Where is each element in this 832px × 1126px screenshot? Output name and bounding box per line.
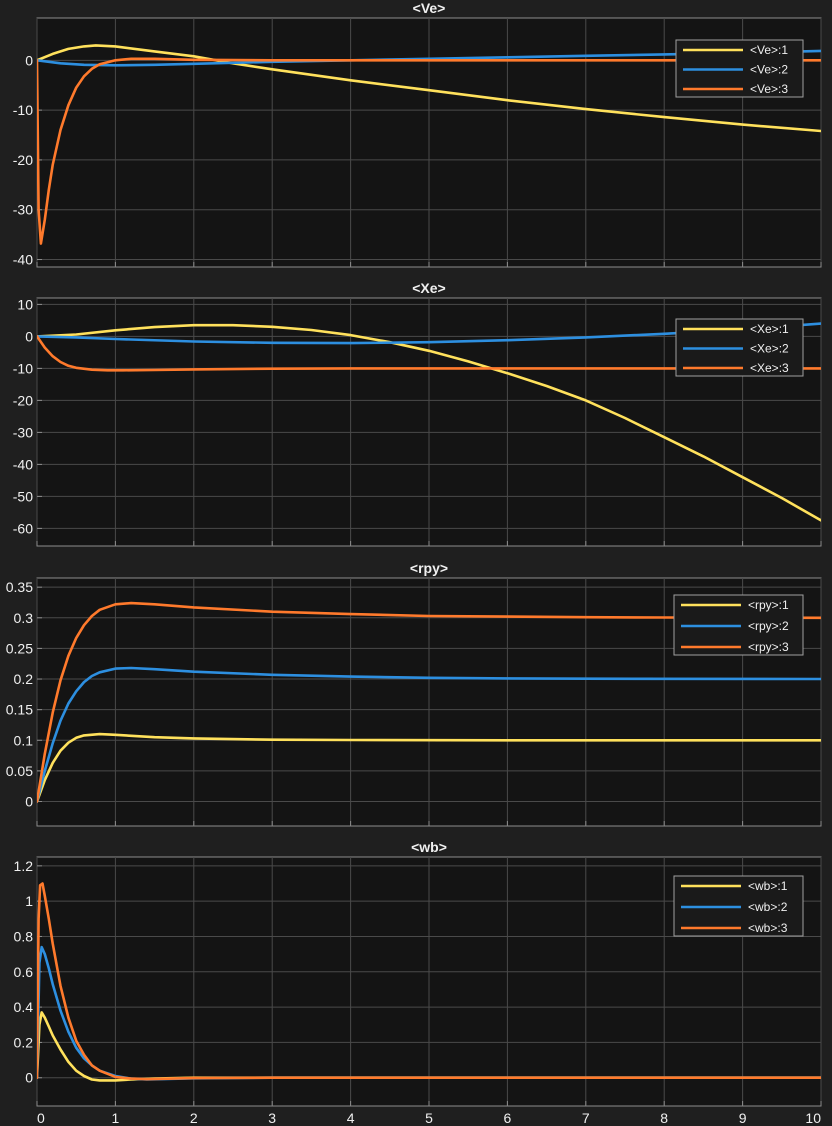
subplot-4: <wb>0 1 2 3 4 5 6 7 8 9 1000.20.40.60.811.2<wb>:1<… bbox=[14, 839, 822, 1126]
legend: <rpy>:1 <rpy>:2 <rpy>:3 bbox=[673, 594, 804, 656]
legend-label-2: <Ve>:2 bbox=[750, 63, 788, 77]
y-tick-label: 0.6 bbox=[14, 964, 34, 980]
subplot-1: <Ve> -40 -30 -20 -10 0 <Ve>:1 <Ve>:2 <Ve>:3 bbox=[13, 0, 822, 268]
subplot-title: <Ve> bbox=[413, 0, 446, 16]
y-tick-label: -10 bbox=[13, 102, 33, 118]
y-tick-label: 10 bbox=[17, 296, 33, 312]
y-tick-label: 0.2 bbox=[14, 1034, 34, 1050]
subplot-2: <Xe>-60-50-40-30-20-10010<Xe>:1<Xe>:2<Xe… bbox=[13, 280, 822, 547]
y-tick-label: -60 bbox=[13, 520, 33, 536]
legend-label-3: <rpy>:3 bbox=[748, 640, 789, 654]
legend: <Xe>:1 <Xe>:2 <Xe>:3 bbox=[675, 318, 804, 377]
y-tick-label: -20 bbox=[13, 392, 33, 408]
legend-label-1: <Ve>:1 bbox=[750, 43, 788, 57]
y-tick-label: 0.2 bbox=[14, 671, 34, 687]
series-line-1 bbox=[37, 732, 821, 803]
legend-label-2: <rpy>:2 bbox=[748, 619, 789, 633]
y-tick-label: 1 bbox=[25, 893, 33, 909]
y-tick-label: -30 bbox=[13, 202, 33, 218]
legend: <wb>:1 <wb>:2 <wb>:3 bbox=[673, 875, 804, 937]
y-tick-label: 0 bbox=[25, 794, 33, 810]
x-tick-label: 1 bbox=[112, 1110, 120, 1126]
y-tick-label: 0.15 bbox=[6, 702, 33, 718]
y-tick-label: -10 bbox=[13, 360, 33, 376]
subplot-3: <rpy>00.050.10.150.20.250.30.35<rpy>:1<r… bbox=[6, 560, 822, 827]
y-tick-label: 0.25 bbox=[6, 640, 33, 656]
series-line-3 bbox=[37, 57, 821, 245]
legend: <Ve>:1 <Ve>:2 <Ve>:3 bbox=[675, 39, 804, 98]
y-tick-label: 0.05 bbox=[6, 763, 33, 779]
series-line-1 bbox=[37, 323, 821, 522]
y-tick-label: 0.4 bbox=[14, 999, 34, 1015]
legend-label-3: <Ve>:3 bbox=[750, 82, 788, 96]
y-tick-label: -30 bbox=[13, 424, 33, 440]
x-tick-label: 5 bbox=[425, 1110, 433, 1126]
y-tick-label: 0.3 bbox=[14, 610, 34, 626]
legend-label-3: <Xe>:3 bbox=[750, 361, 789, 375]
y-tick-label: 0.35 bbox=[6, 579, 33, 595]
y-tick-label: -40 bbox=[13, 456, 33, 472]
legend-label-1: <wb>:1 bbox=[748, 879, 788, 893]
x-tick-label: 3 bbox=[268, 1110, 276, 1126]
y-tick-label: 0.8 bbox=[14, 928, 34, 944]
x-tick-label: 2 bbox=[190, 1110, 198, 1126]
subplot-title: <rpy> bbox=[410, 560, 448, 576]
y-tick-label: -20 bbox=[13, 152, 33, 168]
legend-label-1: <rpy>:1 bbox=[748, 598, 789, 612]
x-tick-label: 9 bbox=[739, 1110, 747, 1126]
series-line-3 bbox=[37, 601, 821, 803]
x-tick-label: 8 bbox=[660, 1110, 668, 1126]
y-tick-label: -40 bbox=[13, 252, 33, 268]
legend-label-2: <Xe>:2 bbox=[750, 342, 789, 356]
x-tick-label: 6 bbox=[504, 1110, 512, 1126]
x-tick-label: 4 bbox=[347, 1110, 355, 1126]
y-tick-label: 0 bbox=[25, 328, 33, 344]
legend-label-3: <wb>:3 bbox=[748, 921, 788, 935]
x-tick-label: 0 bbox=[37, 1110, 45, 1126]
legend-label-1: <Xe>:1 bbox=[750, 322, 789, 336]
series-line-3 bbox=[37, 335, 821, 372]
y-tick-label: 1.2 bbox=[14, 858, 34, 874]
y-tick-label: -50 bbox=[13, 488, 33, 504]
y-tick-label: 0 bbox=[25, 1070, 33, 1086]
series-line-3 bbox=[37, 882, 821, 1081]
y-tick-label: 0.1 bbox=[14, 732, 34, 748]
subplot-title: <Xe> bbox=[412, 280, 445, 296]
x-tick-label: 10 bbox=[805, 1110, 821, 1126]
subplot-title: <wb> bbox=[411, 839, 447, 855]
series-line-2 bbox=[37, 666, 821, 803]
x-tick-label: 7 bbox=[582, 1110, 590, 1126]
legend-label-2: <wb>:2 bbox=[748, 900, 788, 914]
y-tick-label: 0 bbox=[25, 52, 33, 68]
